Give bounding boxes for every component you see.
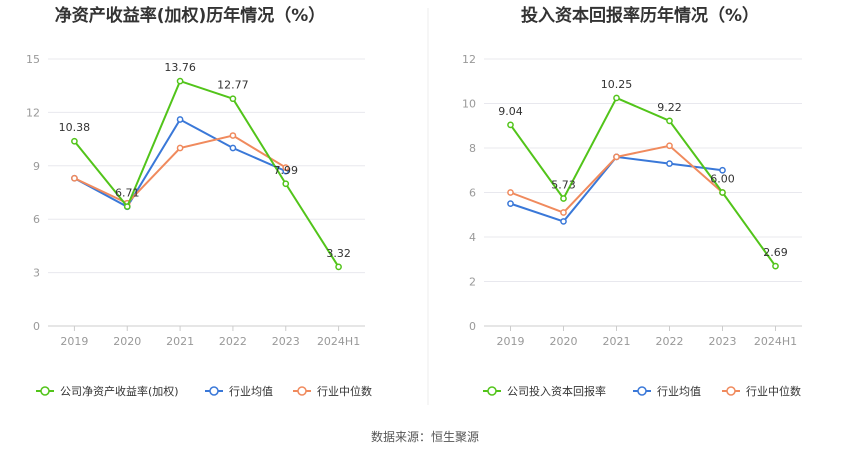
data-point[interactable] (666, 160, 673, 167)
legend-item[interactable]: 行业中位数 (317, 384, 372, 398)
data-label: 3.32 (326, 247, 351, 260)
data-point[interactable] (507, 189, 514, 196)
data-label: 6.00 (710, 173, 735, 186)
legend-item[interactable]: 公司净资产收益率(加权) (60, 384, 179, 398)
data-point[interactable] (71, 137, 78, 145)
data-point[interactable] (666, 117, 673, 125)
data-point[interactable] (123, 203, 131, 210)
legend-swatch-marker (40, 386, 50, 396)
x-tick-label: 2023 (272, 335, 300, 348)
data-point[interactable] (719, 189, 726, 196)
x-tick-label: 2022 (656, 335, 684, 348)
data-point[interactable] (176, 116, 184, 123)
data-point[interactable] (772, 262, 779, 270)
x-tick-label: 2020 (113, 335, 141, 348)
y-tick-label: 4 (469, 231, 476, 244)
legend-item[interactable]: 公司投入资本回报率 (507, 384, 606, 398)
data-point[interactable] (613, 94, 620, 102)
data-point[interactable] (282, 180, 290, 188)
y-tick-label: 8 (469, 142, 476, 155)
data-point[interactable] (719, 166, 726, 174)
y-tick-label: 6 (469, 187, 476, 200)
data-point[interactable] (71, 174, 78, 182)
data-label: 6.71 (115, 187, 140, 200)
legend-swatch-marker (726, 386, 736, 396)
y-tick-label: 2 (469, 276, 476, 289)
data-point[interactable] (282, 164, 290, 171)
x-tick-label: 2019 (497, 335, 525, 348)
y-tick-label: 0 (469, 320, 476, 333)
data-point[interactable] (560, 195, 567, 202)
x-tick-label: 2021 (166, 335, 194, 348)
data-point[interactable] (560, 209, 567, 216)
data-point[interactable] (335, 263, 342, 271)
x-tick-label: 2024H1 (754, 335, 797, 348)
legend-item[interactable]: 行业均值 (657, 385, 701, 398)
legend-item[interactable]: 行业均值 (229, 385, 273, 398)
y-tick-label: 12 (462, 53, 476, 66)
roic-chart: 投入资本回报率历年情况（%） 0 2 4 6 8 10 12 2019 2020 2021 2022 2… (462, 5, 802, 398)
data-source-note: 数据来源：恒生聚源 (371, 429, 479, 444)
chart-title: 投入资本回报率历年情况（%） (521, 5, 759, 26)
y-tick-label: 10 (462, 98, 476, 111)
data-point[interactable] (507, 121, 514, 129)
y-tick-label: 3 (33, 267, 40, 280)
data-point[interactable] (666, 142, 673, 150)
legend-swatch-marker (487, 386, 497, 396)
data-label: 12.77 (217, 79, 249, 92)
data-point[interactable] (560, 218, 567, 225)
y-tick-label: 12 (26, 106, 40, 119)
data-point[interactable] (613, 153, 620, 161)
y-tick-label: 0 (33, 320, 40, 333)
data-label: 13.76 (164, 61, 196, 74)
data-point[interactable] (229, 132, 237, 139)
chart-title: 净资产收益率(加权)历年情况（%） (55, 5, 326, 26)
legend-item[interactable]: 行业中位数 (746, 384, 801, 398)
data-point[interactable] (176, 144, 184, 152)
legend-swatch-marker (209, 386, 219, 396)
series-line (73, 79, 340, 268)
data-label: 2.69 (763, 246, 788, 259)
data-label: 10.38 (59, 121, 91, 134)
series-line (509, 96, 777, 267)
y-tick-label: 6 (33, 213, 40, 226)
x-tick-label: 2023 (709, 335, 737, 348)
data-point[interactable] (229, 95, 237, 103)
x-tick-label: 2022 (219, 335, 247, 348)
data-label: 9.22 (657, 101, 682, 114)
series-line (510, 155, 723, 223)
data-label: 5.73 (551, 179, 576, 192)
x-tick-label: 2021 (603, 335, 631, 348)
data-label: 10.25 (601, 78, 633, 91)
x-tick-label: 2019 (60, 335, 88, 348)
roe-chart: 净资产收益率(加权)历年情况（%） 0 3 6 9 12 15 2019 2020 2021 202… (26, 5, 372, 398)
data-point[interactable] (507, 200, 514, 207)
data-label: 7.99 (274, 164, 299, 177)
x-tick-label: 2020 (550, 335, 578, 348)
x-tick-label: 2024H1 (317, 335, 360, 348)
y-tick-label: 9 (33, 160, 40, 173)
data-point[interactable] (229, 144, 237, 152)
data-label: 9.04 (498, 105, 523, 118)
legend-swatch-marker (297, 386, 307, 396)
data-point[interactable] (176, 77, 184, 85)
legend-swatch-marker (637, 386, 647, 396)
y-tick-label: 15 (26, 53, 40, 66)
